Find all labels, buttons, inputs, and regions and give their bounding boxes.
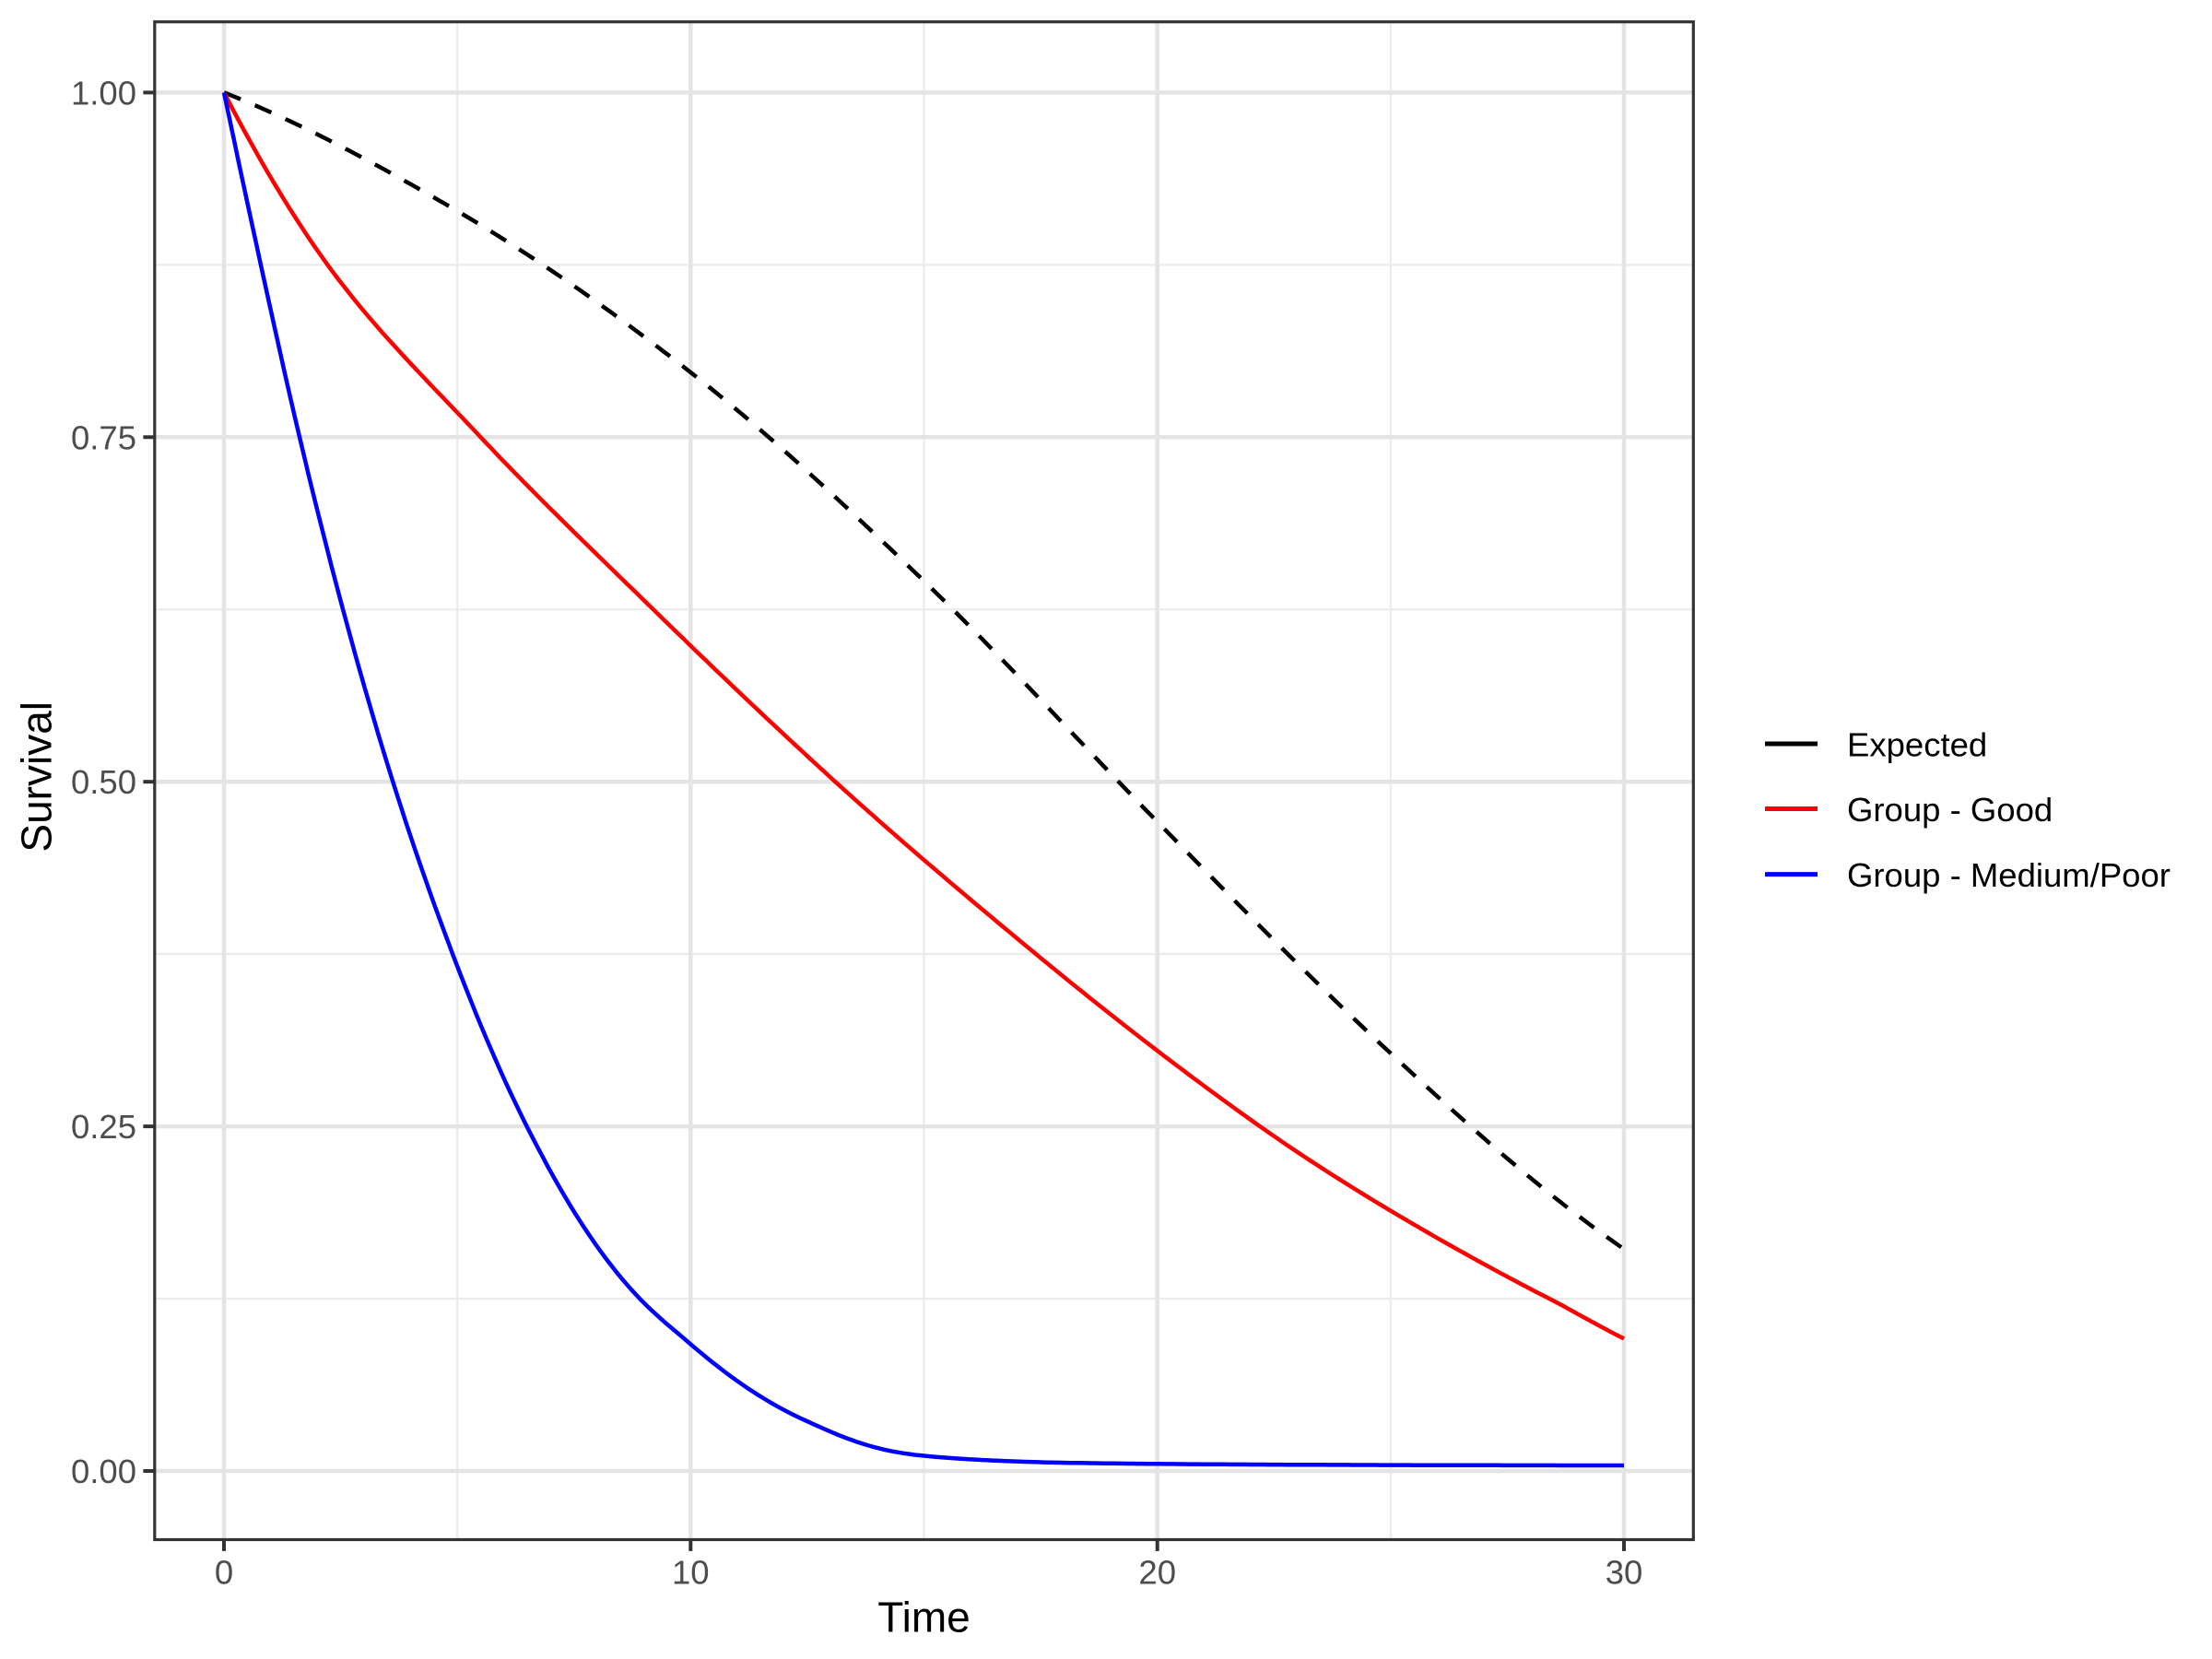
- svg-text:Survival: Survival: [13, 701, 61, 853]
- svg-text:1.00: 1.00: [71, 74, 136, 112]
- svg-text:Time: Time: [877, 1594, 971, 1641]
- svg-text:20: 20: [1138, 1554, 1176, 1592]
- svg-text:0.00: 0.00: [71, 1453, 136, 1490]
- svg-text:0.25: 0.25: [71, 1108, 136, 1146]
- svg-text:Group - Medium/Poor: Group - Medium/Poor: [1847, 856, 2171, 894]
- svg-text:Group - Good: Group - Good: [1847, 791, 2053, 829]
- svg-text:Expected: Expected: [1847, 726, 1987, 764]
- svg-text:0.50: 0.50: [71, 763, 136, 801]
- svg-text:10: 10: [672, 1554, 710, 1592]
- svg-text:0.75: 0.75: [71, 418, 136, 456]
- svg-text:0: 0: [215, 1554, 233, 1592]
- svg-text:30: 30: [1606, 1554, 1643, 1592]
